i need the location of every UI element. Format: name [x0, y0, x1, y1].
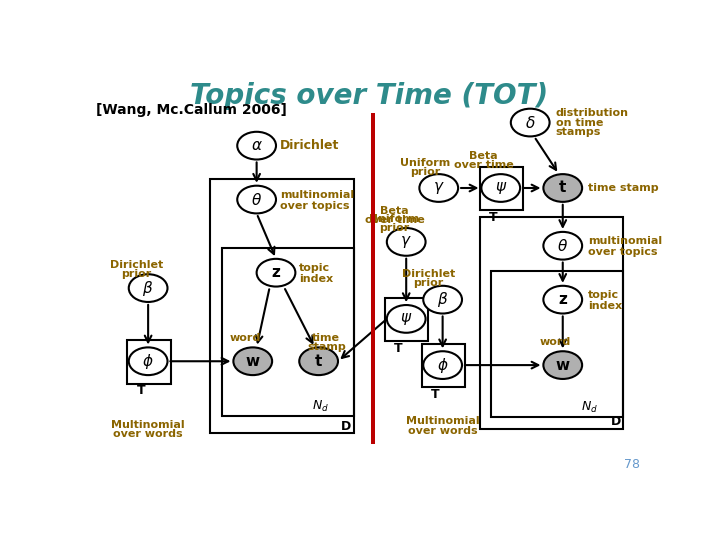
Ellipse shape	[387, 305, 426, 333]
Text: D: D	[611, 415, 621, 428]
Text: z: z	[271, 265, 280, 280]
Ellipse shape	[544, 286, 582, 314]
Text: stamps: stamps	[556, 127, 601, 137]
Text: topic: topic	[300, 263, 330, 273]
Text: $N_d$: $N_d$	[312, 399, 329, 414]
Text: z: z	[558, 292, 567, 307]
Ellipse shape	[129, 274, 168, 302]
Text: prior: prior	[413, 279, 444, 288]
Text: Uniform: Uniform	[400, 158, 450, 167]
Text: Beta: Beta	[380, 206, 409, 216]
Text: t: t	[315, 354, 323, 369]
Text: Dirichlet: Dirichlet	[280, 139, 339, 152]
Text: [Wang, Mc.Callum 2006]: [Wang, Mc.Callum 2006]	[96, 103, 287, 117]
Text: $\phi$: $\phi$	[437, 356, 449, 375]
Ellipse shape	[544, 351, 582, 379]
Text: T: T	[431, 388, 440, 401]
Ellipse shape	[423, 286, 462, 314]
Text: $\psi$: $\psi$	[495, 180, 507, 196]
Text: Uniform: Uniform	[369, 214, 420, 224]
Ellipse shape	[300, 347, 338, 375]
Bar	[210, 179, 354, 433]
Text: 78: 78	[624, 458, 640, 471]
Ellipse shape	[129, 347, 168, 375]
Bar	[222, 248, 354, 416]
Bar	[127, 340, 171, 383]
Text: w: w	[556, 357, 570, 373]
Ellipse shape	[233, 347, 272, 375]
Ellipse shape	[544, 232, 582, 260]
Text: over topics: over topics	[588, 247, 658, 257]
Bar	[422, 345, 465, 387]
Text: $\theta$: $\theta$	[251, 192, 262, 207]
Text: Dirichlet: Dirichlet	[402, 269, 455, 279]
Text: $\phi$: $\phi$	[143, 352, 154, 371]
Text: distribution: distribution	[556, 109, 629, 118]
Text: time stamp: time stamp	[588, 183, 659, 193]
Text: T: T	[489, 211, 498, 224]
Text: $N_d$: $N_d$	[581, 400, 598, 415]
Ellipse shape	[238, 186, 276, 213]
Text: $\theta$: $\theta$	[557, 238, 568, 254]
Bar	[384, 298, 428, 341]
Text: w: w	[246, 354, 260, 369]
Ellipse shape	[423, 351, 462, 379]
Text: over time: over time	[454, 160, 513, 170]
Ellipse shape	[510, 109, 549, 137]
Ellipse shape	[238, 132, 276, 159]
Bar	[480, 217, 624, 429]
Text: multinomial: multinomial	[588, 236, 662, 246]
Ellipse shape	[544, 174, 582, 202]
Bar	[492, 271, 624, 417]
Text: Topics over Time (TOT): Topics over Time (TOT)	[190, 82, 548, 110]
Text: on time: on time	[556, 118, 603, 127]
Text: multinomial: multinomial	[280, 190, 354, 200]
Text: T: T	[394, 342, 402, 355]
Text: word: word	[539, 337, 571, 347]
Text: over words: over words	[408, 426, 477, 436]
Text: $\beta$: $\beta$	[437, 290, 449, 309]
Ellipse shape	[482, 174, 520, 202]
Text: Multinomial: Multinomial	[406, 416, 480, 426]
Text: index: index	[300, 274, 333, 284]
Text: stamp: stamp	[307, 342, 346, 353]
Text: prior: prior	[410, 167, 440, 177]
Text: T: T	[137, 384, 145, 397]
Bar	[480, 167, 523, 211]
Text: $\gamma$: $\gamma$	[400, 234, 412, 250]
Text: prior: prior	[379, 223, 410, 233]
Ellipse shape	[387, 228, 426, 256]
Text: over words: over words	[113, 429, 183, 440]
Ellipse shape	[256, 259, 295, 287]
Text: Beta: Beta	[469, 151, 498, 161]
Bar	[372, 112, 375, 444]
Text: D: D	[341, 420, 351, 433]
Ellipse shape	[419, 174, 458, 202]
Text: $\beta$: $\beta$	[143, 279, 154, 298]
Text: index: index	[588, 301, 623, 311]
Text: over time: over time	[365, 215, 425, 225]
Text: t: t	[559, 180, 567, 195]
Text: Multinomial: Multinomial	[112, 420, 185, 430]
Text: topic: topic	[588, 290, 619, 300]
Text: prior: prior	[122, 269, 152, 279]
Text: $\delta$: $\delta$	[525, 114, 536, 131]
Text: $\gamma$: $\gamma$	[433, 180, 444, 196]
Text: $\psi$: $\psi$	[400, 311, 413, 327]
Text: over topics: over topics	[280, 201, 349, 211]
Text: time: time	[312, 333, 341, 343]
Text: word: word	[230, 333, 261, 343]
Text: $\alpha$: $\alpha$	[251, 138, 263, 153]
Text: Dirichlet: Dirichlet	[110, 260, 163, 270]
